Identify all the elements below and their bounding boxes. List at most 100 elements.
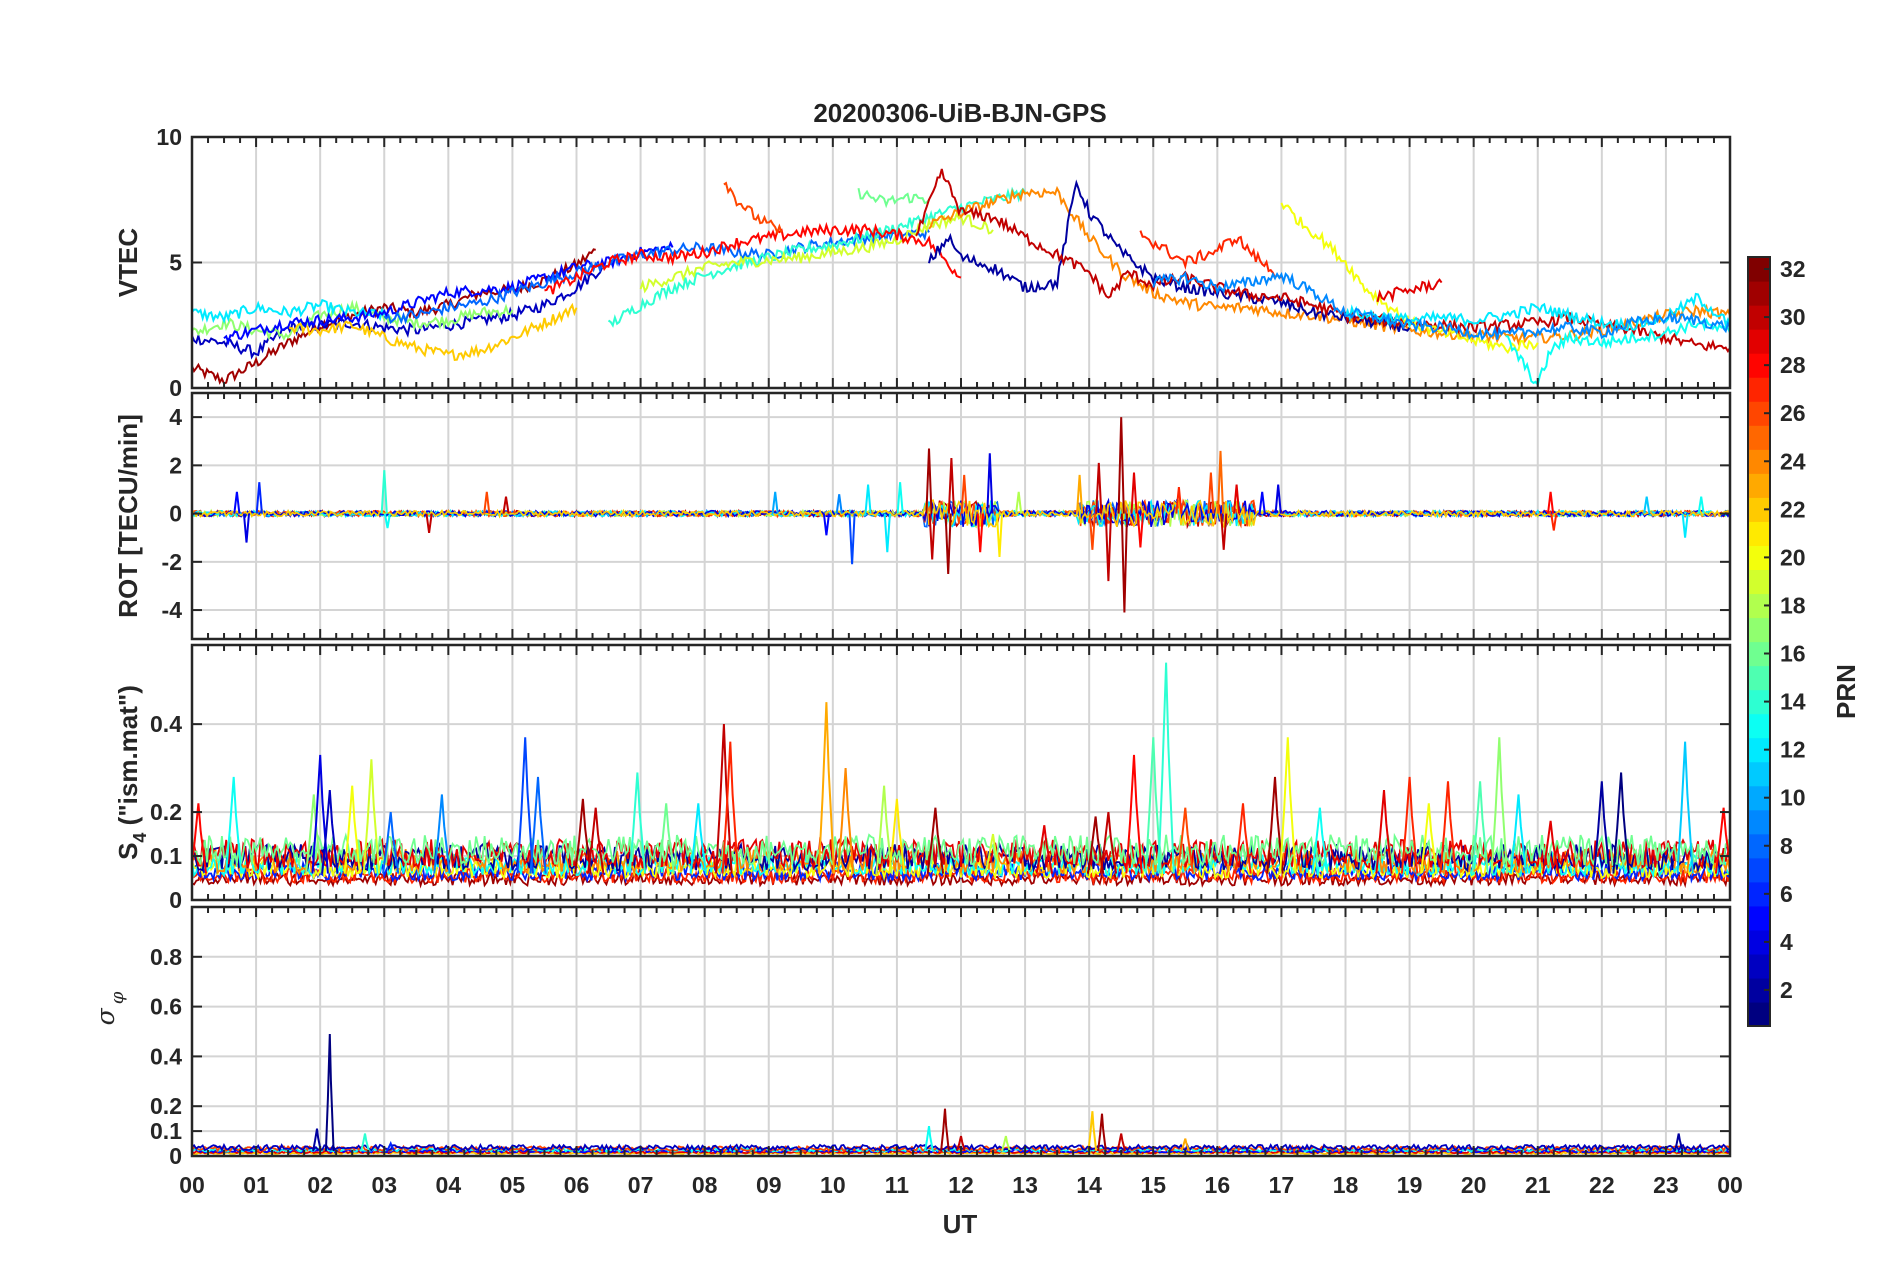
rot-spike xyxy=(1207,472,1215,514)
colorbar-swatch xyxy=(1748,905,1770,931)
colorbar-tick-label: 16 xyxy=(1780,641,1806,667)
y-tick-label: 5 xyxy=(169,250,182,276)
sigma-spike xyxy=(924,1125,934,1152)
colorbar-tick-label: 18 xyxy=(1780,592,1806,618)
s4-spike xyxy=(1157,662,1175,874)
rot-spike xyxy=(864,484,872,514)
vtec-series-prn-9 xyxy=(1152,271,1730,342)
s4-spike xyxy=(529,776,547,874)
x-tick-label: 22 xyxy=(1589,1172,1615,1198)
y-tick-label: 0.4 xyxy=(150,711,182,737)
x-tick-label: 21 xyxy=(1525,1172,1551,1198)
s4-spike xyxy=(516,737,534,874)
x-tick-label: 12 xyxy=(948,1172,974,1198)
sigma-spike xyxy=(940,1108,950,1152)
colorbar-tick-label: 6 xyxy=(1780,881,1793,907)
sigma-spike xyxy=(385,1140,396,1152)
vtec-series-prn-28 xyxy=(544,221,962,295)
y-tick-label: 4 xyxy=(169,404,182,430)
rot-spike xyxy=(242,513,250,543)
rot-spike xyxy=(771,491,779,514)
rot-spike xyxy=(1015,491,1023,514)
vtec-series-prn-22 xyxy=(287,302,578,361)
x-tick-label: 18 xyxy=(1333,1172,1359,1198)
rot-spike xyxy=(1120,513,1128,613)
colorbar-swatch xyxy=(1748,713,1770,739)
vtec-series-prn-26 xyxy=(723,181,783,236)
rot-spike xyxy=(502,496,510,514)
rot-spike xyxy=(1076,474,1084,514)
x-tick-label: 13 xyxy=(1012,1172,1038,1198)
y-tick-label: 0.1 xyxy=(150,1118,182,1144)
vtec-series-prn-8 xyxy=(383,225,930,325)
x-tick-label: 10 xyxy=(820,1172,846,1198)
x-axis-label: UT xyxy=(943,1209,978,1239)
data-layer xyxy=(192,168,1730,387)
s4-spike xyxy=(689,803,707,874)
colorbar-swatch xyxy=(1748,353,1770,378)
x-tick-label: 03 xyxy=(371,1172,397,1198)
rot-spike xyxy=(1130,472,1138,514)
colorbar-tick-label: 12 xyxy=(1780,737,1806,763)
colorbar-tick-label: 4 xyxy=(1780,929,1793,955)
rot-spike xyxy=(1217,450,1225,514)
s4-trace xyxy=(192,855,1730,882)
colorbar-swatch xyxy=(1748,737,1770,763)
rot-spike xyxy=(1088,513,1096,550)
vtec-series-prn-19 xyxy=(639,211,994,294)
colorbar-swatch xyxy=(1748,593,1770,619)
s4-spike xyxy=(1612,772,1630,874)
colorbar-swatch xyxy=(1748,953,1770,979)
rot-spike xyxy=(380,470,388,514)
s4-spike xyxy=(1266,776,1284,874)
panel-rot: -4 -2 0 2 4 ROT [TECU/min] xyxy=(113,391,1732,641)
rot-spike xyxy=(976,513,984,553)
colorbar-swatch xyxy=(1748,425,1770,450)
x-tick-label: 20 xyxy=(1461,1172,1487,1198)
panel-s4: 0 0.1 0.2 0.4S4 ("ism.mat") xyxy=(113,643,1732,913)
rot-spike xyxy=(960,474,968,514)
chart-title: 20200306-UiB-BJN-GPS xyxy=(813,98,1106,128)
colorbar-tick-label: 26 xyxy=(1780,400,1806,426)
y-tick-label: 0 xyxy=(169,887,182,913)
x-tick-label: 00 xyxy=(179,1172,205,1198)
rot-spike xyxy=(1220,513,1228,550)
rot-spike xyxy=(1104,513,1112,582)
s4-spike xyxy=(1676,741,1694,874)
axes-frame xyxy=(190,643,1732,902)
colorbar-swatch xyxy=(1748,857,1770,883)
s4-spike xyxy=(1279,737,1297,874)
sigma-spike xyxy=(324,1033,335,1152)
rot-spike xyxy=(1643,496,1651,514)
s4-spike xyxy=(875,785,893,874)
colorbar-swatch xyxy=(1748,497,1770,522)
vtec-series-prn-12 xyxy=(1344,292,1730,332)
colorbar-swatch xyxy=(1748,665,1770,691)
colorbar-tick-label: 22 xyxy=(1780,496,1806,522)
colorbar-tick-label: 30 xyxy=(1780,304,1806,330)
y-tick-label: -2 xyxy=(162,549,182,575)
colorbar-tick-label: 20 xyxy=(1780,544,1806,570)
s4-spike xyxy=(1471,781,1489,874)
x-tick-label: 23 xyxy=(1653,1172,1679,1198)
x-tick-label: 09 xyxy=(756,1172,782,1198)
colorbar-swatch xyxy=(1748,881,1770,907)
rot-spike xyxy=(1550,513,1558,531)
axes-frame xyxy=(190,135,1732,390)
colorbar-swatch xyxy=(1748,473,1770,498)
colorbar-tick-label: 28 xyxy=(1780,352,1806,378)
vtec-series-prn-16 xyxy=(857,188,930,209)
rot-spike xyxy=(233,491,241,514)
sigma-spike xyxy=(1180,1138,1191,1152)
rot-spike xyxy=(822,513,830,536)
rot-spike xyxy=(1233,484,1241,514)
rot-spike xyxy=(1697,496,1705,514)
sigma-spike xyxy=(1673,1133,1684,1152)
s4-spike xyxy=(1035,825,1053,874)
s4-spike xyxy=(1099,811,1118,874)
rot-spike xyxy=(425,513,433,534)
y-tick-label: 0 xyxy=(169,1143,182,1169)
colorbar-swatch xyxy=(1748,305,1770,330)
y-tick-label: 0.8 xyxy=(150,944,182,970)
